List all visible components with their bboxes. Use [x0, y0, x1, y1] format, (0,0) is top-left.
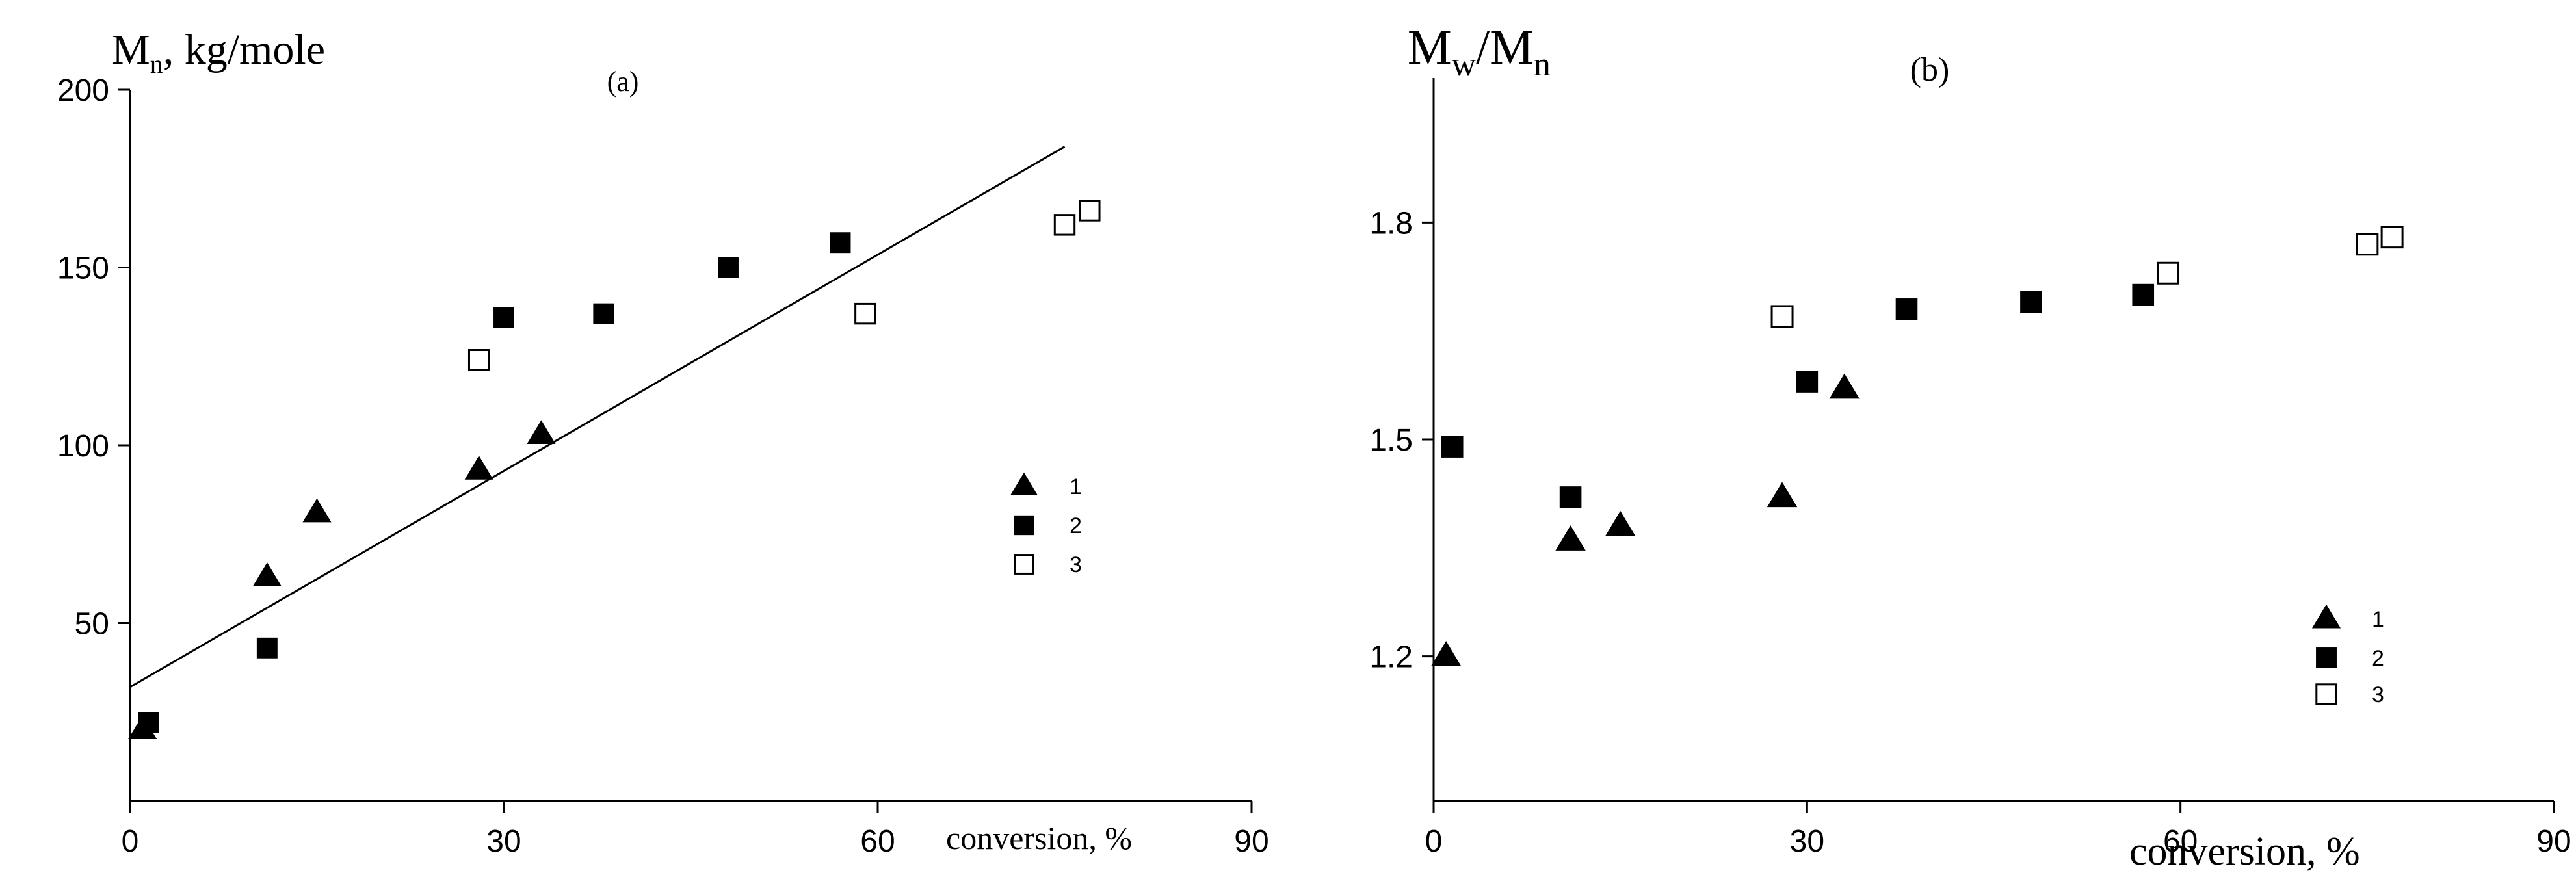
data-point-series-1: [252, 562, 282, 586]
data-point-series-1: [1605, 510, 1636, 536]
data-point-series-3: [2380, 226, 2404, 249]
legend-label-2: 2: [2372, 646, 2384, 671]
data-point-series-1: [1829, 373, 1860, 399]
data-point-series-1: [527, 420, 556, 445]
data-point-series-3: [2157, 261, 2180, 285]
legend-marker-2: [1014, 515, 1034, 536]
data-point-series-2: [718, 257, 739, 278]
data-point-series-1: [464, 455, 493, 480]
x-tick-label: 60: [860, 824, 895, 859]
data-point-series-2: [1559, 486, 1582, 508]
y-tick-label: 200: [57, 73, 109, 108]
data-point-series-3: [1079, 200, 1101, 222]
data-point-series-2: [138, 712, 159, 733]
y-axis-label: Mw/Mn: [1408, 20, 1551, 83]
panel-label: (a): [607, 66, 639, 98]
data-point-series-3: [1053, 214, 1076, 236]
y-tick-label: 150: [57, 252, 109, 286]
x-tick-label: 30: [1790, 824, 1824, 859]
y-tick-label: 1.5: [1369, 423, 1413, 458]
panel-a: 0 30 60 90 50 100 150 200 conversion, % Mn, kg/mo…: [57, 26, 1269, 859]
x-tick-label: 60: [2163, 824, 2198, 859]
trend-line: [129, 146, 1066, 688]
data-point-series-2: [830, 232, 851, 254]
data-point-series-3: [854, 302, 876, 325]
y-tick-label: 100: [57, 429, 109, 464]
x-tick-label: 0: [122, 824, 139, 859]
y-tick-label: 1.8: [1369, 206, 1413, 241]
legend-label-3: 3: [2372, 683, 2384, 707]
data-point-series-2: [1895, 298, 1918, 320]
data-point-series-1: [1555, 525, 1586, 551]
y-tick-label: 1.2: [1369, 640, 1413, 675]
y-axis-label: Mn, kg/mole: [112, 26, 325, 79]
data-point-series-1: [1767, 482, 1798, 508]
legend-marker-1: [2311, 604, 2341, 629]
x-axis-label: conversion, %: [2129, 829, 2360, 874]
data-point-series-2: [256, 637, 278, 659]
data-point-series-1: [302, 498, 332, 523]
legend-label-3: 3: [1070, 553, 1082, 577]
legend-marker-3: [2315, 683, 2337, 705]
x-tick-label: 90: [1234, 824, 1268, 859]
x-tick-label: 90: [2536, 824, 2571, 859]
legend-marker-3: [1014, 554, 1034, 575]
data-point-series-3: [2356, 233, 2379, 256]
x-tick-label: 30: [486, 824, 521, 859]
data-point-series-2: [493, 307, 514, 328]
data-point-series-2: [1796, 371, 1819, 393]
legend-marker-2: [2316, 647, 2337, 668]
data-point-series-1: [1430, 641, 1462, 666]
y-tick-label: 50: [75, 607, 109, 642]
data-point-series-3: [1770, 305, 1794, 328]
data-point-series-3: [467, 349, 490, 371]
legend-marker-1: [1010, 472, 1038, 495]
x-tick-label: 0: [1425, 824, 1443, 859]
data-point-series-2: [593, 303, 614, 324]
panel-b: 0 30 60 90 1.2 1.5 1.8 conversion, % Mw/Mn (b) 1 2 3: [1369, 20, 2571, 874]
data-point-series-2: [2020, 291, 2042, 313]
x-axis-label: conversion, %: [946, 820, 1132, 856]
data-point-series-2: [1441, 436, 1464, 458]
legend-label-1: 1: [2372, 607, 2384, 632]
data-point-series-2: [2132, 283, 2155, 306]
legend-label-1: 1: [1070, 475, 1082, 499]
panel-label: (b): [1910, 51, 1950, 88]
legend-label-2: 2: [1070, 514, 1082, 538]
